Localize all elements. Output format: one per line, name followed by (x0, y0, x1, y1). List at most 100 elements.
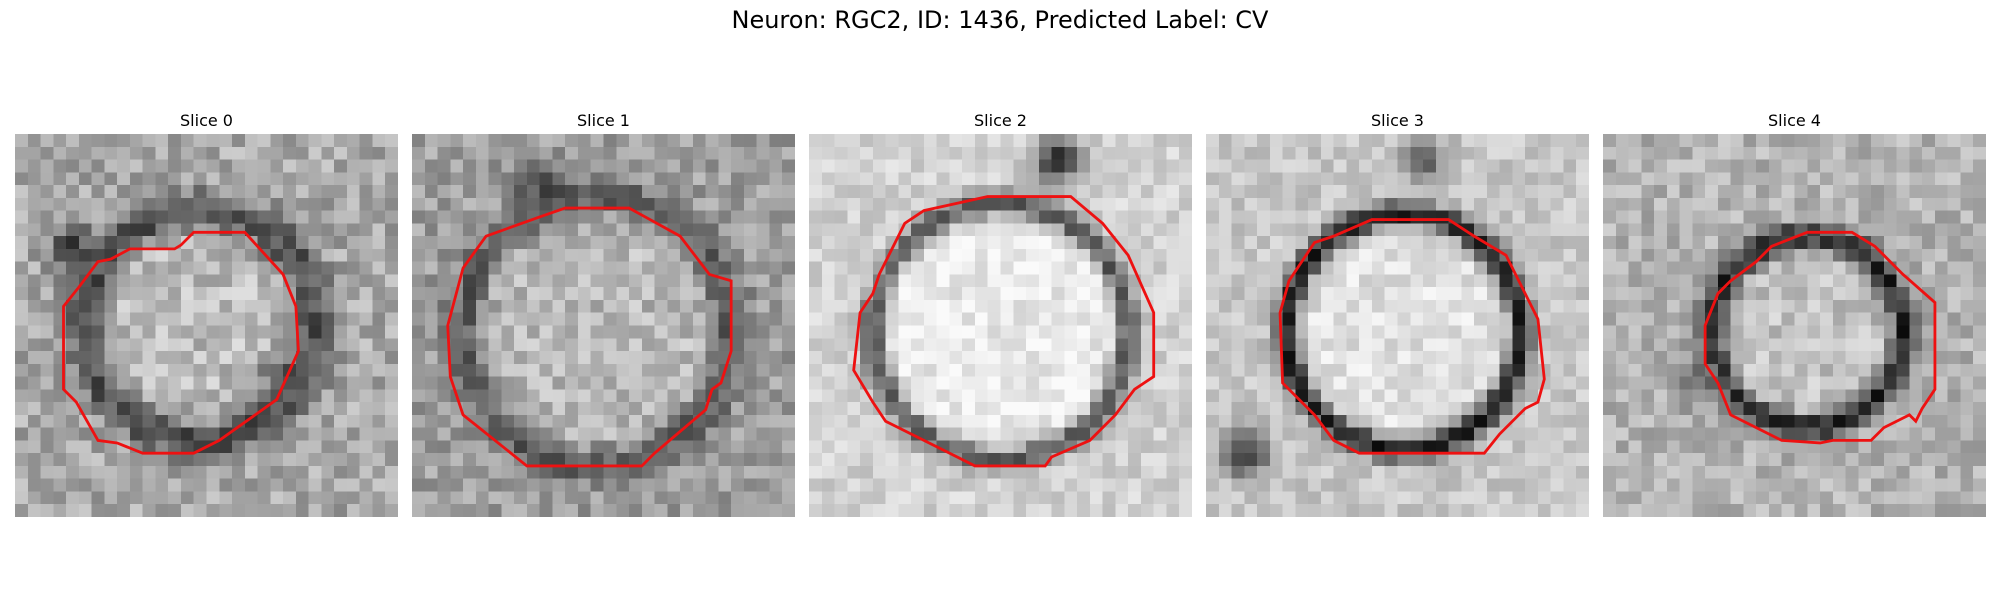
image-pixel (1858, 325, 1872, 339)
image-pixel (1231, 134, 1245, 148)
image-pixel (1820, 261, 1834, 275)
image-pixel (1423, 248, 1437, 262)
image-pixel (1435, 312, 1449, 326)
image-pixel (1013, 478, 1027, 492)
image-pixel (782, 363, 795, 377)
image-pixel (1308, 185, 1322, 199)
image-pixel (1666, 223, 1680, 237)
image-pixel (577, 312, 591, 326)
image-pixel (424, 274, 438, 288)
image-pixel (501, 491, 515, 505)
image-pixel (232, 427, 246, 441)
image-pixel (283, 465, 297, 479)
image-pixel (1064, 491, 1078, 505)
image-pixel (1692, 197, 1706, 211)
image-pixel (1550, 223, 1564, 237)
image-pixel (1244, 223, 1258, 237)
image-pixel (1308, 440, 1322, 454)
image-pixel (385, 236, 398, 250)
image-pixel (1257, 402, 1271, 416)
image-pixel (731, 504, 745, 517)
image-pixel (1140, 504, 1154, 517)
image-pixel (1013, 338, 1027, 352)
image-pixel (475, 248, 489, 262)
image-pixel (962, 287, 976, 301)
image-pixel (385, 427, 398, 441)
image-pixel (1244, 299, 1258, 313)
image-pixel (1922, 504, 1936, 517)
image-pixel (1153, 159, 1167, 173)
image-pixel (1832, 287, 1846, 301)
image-pixel (577, 299, 591, 313)
image-pixel (15, 185, 29, 199)
image-pixel (27, 134, 41, 148)
image-pixel (1218, 236, 1232, 250)
image-pixel (1525, 504, 1539, 517)
image-pixel (885, 427, 899, 441)
image-pixel (437, 274, 451, 288)
image-pixel (1179, 389, 1192, 403)
image-pixel (629, 223, 643, 237)
image-pixel (1525, 197, 1539, 211)
image-pixel (1934, 453, 1948, 467)
image-pixel (552, 146, 566, 160)
image-pixel (1244, 287, 1258, 301)
image-pixel (1244, 389, 1258, 403)
image-pixel (1845, 299, 1859, 313)
image-pixel (603, 236, 617, 250)
image-pixel (1666, 402, 1680, 416)
image-pixel (731, 299, 745, 313)
image-pixel (577, 338, 591, 352)
image-pixel (1947, 376, 1961, 390)
image-pixel (334, 363, 348, 377)
image-pixel (1705, 504, 1719, 517)
image-pixel (1576, 236, 1589, 250)
image-pixel (295, 491, 309, 505)
image-pixel (1051, 287, 1065, 301)
image-pixel (1474, 185, 1488, 199)
image-pixel (129, 134, 143, 148)
image-pixel (1845, 325, 1859, 339)
image-pixel (539, 427, 553, 441)
image-pixel (1615, 440, 1629, 454)
image-pixel (1474, 363, 1488, 377)
image-pixel (1166, 210, 1180, 224)
image-pixel (1883, 389, 1897, 403)
image-pixel (78, 351, 92, 365)
image-pixel (1641, 325, 1655, 339)
image-pixel (1628, 491, 1642, 505)
image-pixel (1346, 185, 1360, 199)
image-pixel (1499, 504, 1513, 517)
image-pixel (104, 338, 118, 352)
image-pixel (898, 146, 912, 160)
image-pixel (257, 159, 271, 173)
image-pixel (40, 159, 54, 173)
image-pixel (1000, 465, 1014, 479)
image-pixel (1257, 274, 1271, 288)
image-pixel (809, 427, 823, 441)
image-pixel (847, 465, 861, 479)
image-pixel (577, 134, 591, 148)
image-pixel (1359, 261, 1373, 275)
image-pixel (1743, 363, 1757, 377)
image-pixel (1871, 197, 1885, 211)
image-pixel (1858, 376, 1872, 390)
image-pixel (104, 185, 118, 199)
image-pixel (1179, 134, 1192, 148)
image-pixel (809, 453, 823, 467)
image-pixel (1435, 287, 1449, 301)
image-pixel (885, 185, 899, 199)
image-pixel (987, 338, 1001, 352)
image-pixel (219, 414, 233, 428)
image-pixel (1320, 172, 1334, 186)
image-pixel (1628, 427, 1642, 441)
image-pixel (104, 197, 118, 211)
image-pixel (91, 325, 105, 339)
image-pixel (78, 223, 92, 237)
image-pixel (514, 402, 528, 416)
image-pixel (821, 223, 835, 237)
image-pixel (949, 478, 963, 492)
image-pixel (1435, 325, 1449, 339)
image-pixel (372, 134, 386, 148)
image-pixel (603, 248, 617, 262)
